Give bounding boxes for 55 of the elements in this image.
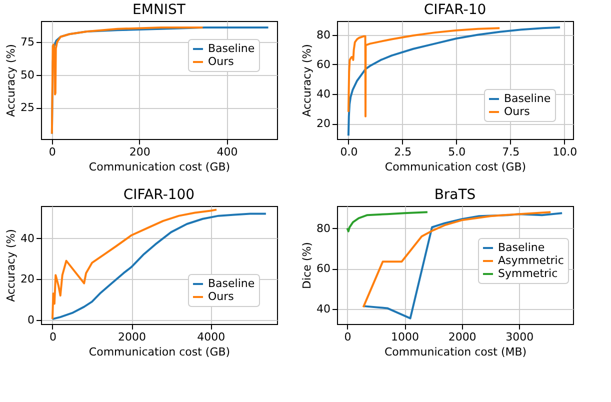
chart-title: EMNIST	[132, 2, 186, 18]
y-tick-label: 20	[316, 117, 330, 130]
legend-label: Baseline	[208, 42, 255, 55]
legend-label: Symmetric	[498, 267, 558, 280]
line-series	[363, 212, 564, 320]
legend-label: Asymmetric	[498, 254, 564, 267]
y-tick-label: 40	[316, 302, 330, 316]
x-axis-title: Communication cost (GB)	[88, 346, 230, 358]
line-series	[347, 27, 501, 118]
y-tick-label: 0	[28, 314, 34, 327]
y-tick-label: 40	[20, 232, 34, 245]
x-tick-label: 3000	[506, 330, 534, 344]
y-axis-title: Accuracy (%)	[4, 44, 18, 117]
y-tick-label: 75	[20, 35, 34, 48]
x-axis-title: Communication cost (GB)	[384, 160, 526, 174]
x-tick-label: 10.0	[552, 146, 578, 158]
y-axis-title: Accuracy (%)	[300, 44, 314, 117]
y-axis-title: Dice (%)	[300, 242, 314, 289]
y-tick-label: 80	[316, 28, 330, 42]
line-series	[51, 212, 267, 320]
y-tick-label: 60	[316, 262, 330, 276]
chart-title: CIFAR-100	[123, 187, 195, 203]
legend-label: Baseline	[504, 92, 551, 105]
x-tick-label: 5.0	[448, 146, 466, 158]
legend-label: Ours	[208, 55, 234, 68]
y-tick-label: 40	[316, 88, 330, 101]
x-tick-label: 0.0	[340, 146, 358, 158]
y-tick-label: 80	[316, 222, 330, 235]
line-series	[50, 26, 204, 135]
x-tick-label: 7.5	[502, 146, 520, 158]
y-tick-label: 60	[316, 58, 330, 71]
legend-label: Baseline	[208, 277, 255, 290]
x-axis-title: Communication cost (MB)	[384, 346, 527, 358]
line-series	[347, 26, 562, 137]
x-tick-label: 2000	[448, 330, 476, 344]
chart-title: CIFAR-10	[424, 2, 486, 18]
y-tick-label: 20	[20, 272, 34, 286]
x-tick-label: 400	[216, 146, 238, 158]
x-tick-label: 2.5	[394, 146, 412, 158]
legend-label: Ours	[504, 105, 530, 118]
x-tick-label: 0	[344, 330, 352, 344]
x-tick-label: 2000	[118, 330, 146, 344]
x-tick-label: 200	[129, 146, 150, 158]
x-tick-label: 0	[48, 146, 56, 158]
legend-label: Ours	[208, 290, 234, 303]
y-axis-title: Accuracy (%)	[4, 229, 18, 302]
x-tick-label: 4000	[197, 330, 226, 344]
x-tick-label: 0	[49, 330, 56, 344]
y-tick-label: 50	[20, 68, 34, 82]
line-series	[346, 211, 428, 232]
legend-label: Baseline	[498, 241, 545, 254]
chart-title: BraTS	[434, 187, 476, 203]
x-tick-label: 1000	[391, 330, 420, 344]
x-axis-title: Communication cost (GB)	[88, 160, 230, 174]
y-tick-label: 25	[20, 101, 34, 114]
